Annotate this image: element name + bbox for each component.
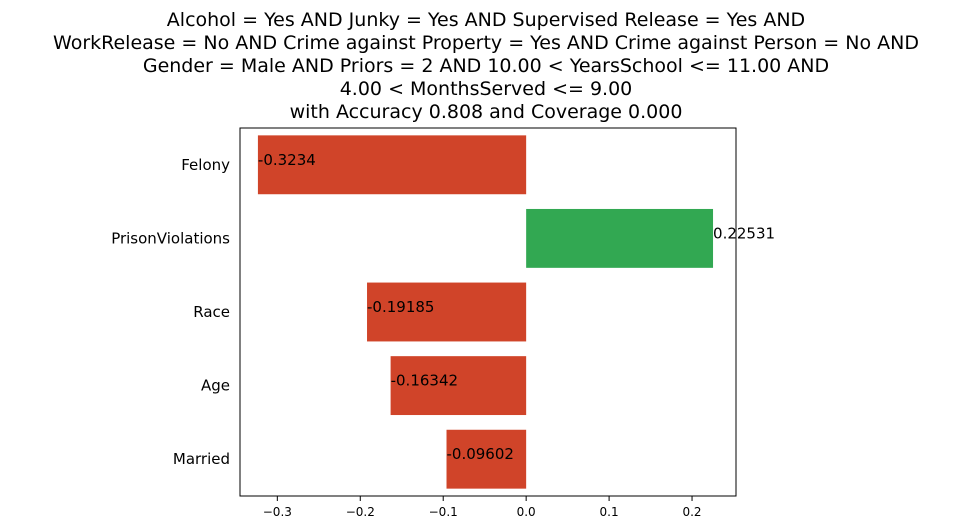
title-line-4: 4.00 < MonthsServed <= 9.00 xyxy=(340,78,633,100)
value-label-prisonviolations: 0.22531 xyxy=(713,224,775,242)
category-label-prisonviolations: PrisonViolations xyxy=(111,229,230,247)
x-tick-label: −0.2 xyxy=(346,505,375,519)
category-label-married: Married xyxy=(173,450,230,468)
bars-group xyxy=(257,135,714,489)
title-line-3: Gender = Male AND Priors = 2 AND 10.00 <… xyxy=(143,55,829,77)
value-label-married: -0.09602 xyxy=(447,445,514,463)
category-label-race: Race xyxy=(193,303,230,321)
plot-frame xyxy=(239,127,737,497)
category-label-age: Age xyxy=(201,377,230,395)
x-tick-label: −0.1 xyxy=(429,505,458,519)
chart-title: Alcohol = Yes AND Junky = Yes AND Superv… xyxy=(53,9,919,123)
value-label-race: -0.19185 xyxy=(367,298,434,316)
value-label-age: -0.16342 xyxy=(391,372,458,390)
category-labels: Felony PrisonViolations Race Age Married xyxy=(111,156,230,468)
x-tick-label: 0.2 xyxy=(682,505,701,519)
x-tick-label: −0.3 xyxy=(263,505,292,519)
bar-felony xyxy=(257,135,527,195)
title-line-5: with Accuracy 0.808 and Coverage 0.000 xyxy=(290,101,683,123)
x-tick-label: 0.0 xyxy=(517,505,536,519)
x-tick-label: 0.1 xyxy=(600,505,619,519)
bar-prisonviolations xyxy=(526,208,714,268)
bar-age xyxy=(390,356,527,416)
value-label-felony: -0.3234 xyxy=(258,151,316,169)
value-labels: -0.3234 0.22531 -0.19185 -0.16342 -0.09602 xyxy=(258,151,775,463)
title-line-2: WorkRelease = No AND Crime against Prope… xyxy=(53,32,919,54)
x-axis: −0.3 −0.2 −0.1 0.0 0.1 0.2 xyxy=(263,496,702,519)
bar-married xyxy=(446,429,527,489)
bar-race xyxy=(367,282,527,342)
category-label-felony: Felony xyxy=(181,156,230,174)
title-line-1: Alcohol = Yes AND Junky = Yes AND Superv… xyxy=(167,9,805,31)
